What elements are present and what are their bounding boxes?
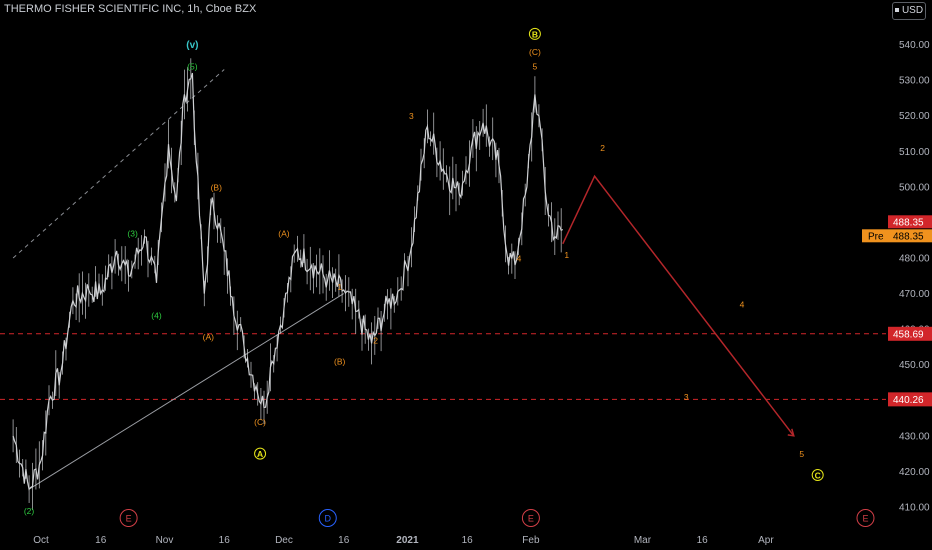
x-tick-label: Dec <box>275 535 293 546</box>
projection-line <box>562 174 795 437</box>
wave-label: 3 <box>684 392 689 402</box>
channel-upper-line <box>12 69 225 259</box>
wave-label-circle <box>811 468 824 481</box>
y-tick-label: 530.00 <box>899 76 930 87</box>
event-marker-circle <box>318 509 337 527</box>
wave-label: (5) <box>187 61 198 71</box>
x-tick-label: Apr <box>758 535 774 546</box>
event-marker-label: E <box>862 514 868 524</box>
projection-path <box>562 174 795 437</box>
price-series <box>12 58 564 510</box>
event-marker-circle <box>521 509 540 527</box>
event-marker-earnings[interactable]: E <box>856 509 875 527</box>
wave-label: C <box>815 470 821 480</box>
symbol-exchange: Cboe BZX <box>205 3 257 15</box>
y-tick-label: 450.00 <box>899 360 930 371</box>
wave-label: 5 <box>533 61 538 71</box>
level-2-price-tag-bg <box>888 392 932 407</box>
wave-label: (B) <box>334 357 346 367</box>
wave-label: (2) <box>24 506 35 516</box>
level-2-price-tag: 440.26 <box>893 395 924 406</box>
x-tick-label: 2021 <box>396 535 419 546</box>
wave-label: 4 <box>517 254 522 264</box>
wave-label: 4 <box>740 300 745 310</box>
x-tick-label: 16 <box>219 535 231 546</box>
x-tick-label: Mar <box>634 535 652 546</box>
y-tick-label: 520.00 <box>899 111 930 122</box>
last-price-tag: 488.35 <box>893 217 924 228</box>
x-tick-label: 16 <box>462 535 474 546</box>
symbol-name: THERMO FISHER SCIENTIFIC INC, <box>4 3 185 15</box>
event-marker-label: E <box>528 514 534 524</box>
wave-label-circle <box>528 27 541 40</box>
pre-label: Pre <box>868 231 884 242</box>
wave-label: 2 <box>600 143 605 153</box>
x-axis: Oct 16 Nov 16 Dec 16 2021 16 Feb Mar 16 Apr <box>33 535 774 546</box>
y-tick-label: 500.00 <box>899 182 930 193</box>
currency-button[interactable]: USD <box>892 2 926 20</box>
wave-label: (C) <box>254 417 266 427</box>
x-tick-label: 16 <box>95 535 107 546</box>
last-price-tag-bg <box>888 215 932 229</box>
event-marker-label: E <box>126 514 132 524</box>
wave-label: (v) <box>186 40 198 51</box>
wave-label: (A) <box>203 332 215 342</box>
y-tick-label: 510.00 <box>899 147 930 158</box>
currency-label: USD <box>901 5 924 16</box>
x-tick-label: 16 <box>697 535 709 546</box>
event-marker-earnings[interactable]: E <box>119 509 138 527</box>
x-tick-label: Nov <box>156 535 174 546</box>
projection-arrowhead <box>787 428 795 437</box>
wave-label: 1 <box>337 282 342 292</box>
trend-channel <box>12 69 344 490</box>
wave-label: 2 <box>373 335 378 345</box>
symbol-header: THERMO FISHER SCIENTIFIC INC, 1h, Cboe BZX <box>4 3 259 15</box>
channel-lower-line <box>28 293 344 490</box>
event-marker-earnings[interactable]: E <box>521 509 540 527</box>
wave-label: (B) <box>211 182 223 192</box>
level-1-price-tag: 458.69 <box>893 329 924 340</box>
wave-label: 1 <box>564 250 569 260</box>
wave-label: A <box>257 449 263 459</box>
y-tick-label: 540.00 <box>899 40 930 51</box>
symbol-interval: 1h, <box>187 3 203 15</box>
wave-label: (C) <box>529 47 541 57</box>
pre-price-tag: 488.35 <box>893 231 924 242</box>
event-marker-dividend[interactable]: D <box>318 509 337 527</box>
y-tick-label: 430.00 <box>899 431 930 442</box>
price-line <box>12 72 564 491</box>
wave-label: 5 <box>799 449 804 459</box>
event-marker-circle <box>119 509 138 527</box>
wave-label-circle <box>254 447 267 460</box>
wave-label: 3 <box>409 111 414 121</box>
x-tick-label: Oct <box>33 535 49 546</box>
y-tick-label: 420.00 <box>899 467 930 478</box>
horizontal-levels <box>0 333 886 400</box>
wave-label: B <box>532 29 538 39</box>
wave-labels: (v) (5) (3) (4) (2) (B) (A) (C) A (A) 1 (B) 2 3 B (C) 5 4… <box>24 27 824 516</box>
y-axis: 410.00420.00430.00440.00450.00460.00470.… <box>899 40 930 513</box>
event-marker-circle <box>856 509 875 527</box>
y-tick-label: 410.00 <box>899 502 930 513</box>
wave-label: (4) <box>151 310 162 320</box>
currency-square-icon <box>894 8 899 13</box>
pre-price-tag-bg <box>862 229 932 243</box>
wave-label: (3) <box>127 229 138 239</box>
x-tick-label: Feb <box>522 535 540 546</box>
level-1-price-tag-bg <box>888 326 932 341</box>
y-tick-label: 470.00 <box>899 289 930 300</box>
wave-label: (A) <box>278 229 290 239</box>
y-tick-label: 480.00 <box>899 254 930 265</box>
event-marker-label: D <box>325 514 332 524</box>
x-tick-label: 16 <box>338 535 350 546</box>
price-tags: 458.69 440.26 488.35 Pre 488.35 <box>862 215 932 407</box>
